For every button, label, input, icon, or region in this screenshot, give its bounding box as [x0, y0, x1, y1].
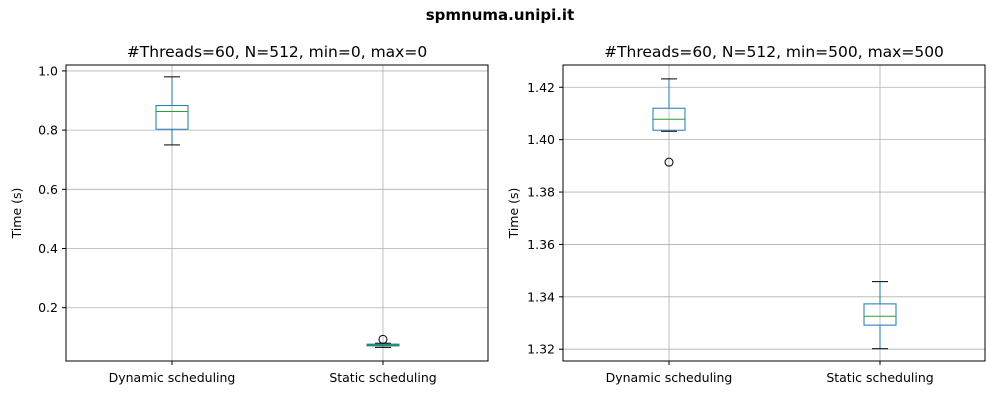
box-static	[366, 334, 400, 348]
y-tick-label: 1.32	[527, 342, 555, 357]
axes-frame	[562, 64, 986, 362]
y-tick-label: 1.42	[527, 80, 555, 95]
y-axis-label: Time (s)	[9, 188, 24, 240]
axes-frame	[65, 64, 489, 362]
x-tick-label: Static scheduling	[826, 370, 933, 385]
y-tick-label: 0.4	[38, 241, 58, 256]
y-tick-label: 1.34	[527, 289, 555, 304]
y-tick-label: 1.0	[38, 63, 58, 78]
chart-panel-left: 0.2 0.4 0.6 0.8 1.0 Dynamic scheduling Static …	[9, 43, 489, 385]
box-dynamic	[155, 76, 189, 146]
y-tick-label: 0.8	[38, 123, 58, 138]
x-tick-label: Dynamic scheduling	[606, 370, 733, 385]
box-static	[863, 281, 897, 350]
figure-title: spmnuma.unipi.it	[426, 6, 575, 24]
outlier-point	[378, 334, 388, 344]
axes-title: #Threads=60, N=512, min=500, max=500	[604, 43, 944, 61]
y-tick-label: 1.40	[527, 132, 555, 147]
outlier-point	[664, 157, 674, 167]
y-tick-label: 1.38	[527, 185, 555, 200]
x-tick-label: Dynamic scheduling	[109, 370, 236, 385]
box-iqr	[155, 105, 189, 130]
chart-panel-right: 1.32 1.34 1.36 1.38 1.40 1.42 Dynamic scheduli…	[506, 43, 986, 385]
x-tick-label: Static scheduling	[329, 370, 436, 385]
y-tick-label: 1.36	[527, 237, 555, 252]
y-tick-label: 0.2	[38, 300, 58, 315]
y-tick-label: 0.6	[38, 182, 58, 197]
box-iqr	[863, 303, 897, 326]
box-dynamic	[652, 78, 686, 167]
axes-title: #Threads=60, N=512, min=0, max=0	[127, 43, 427, 61]
y-axis-label: Time (s)	[506, 188, 521, 240]
